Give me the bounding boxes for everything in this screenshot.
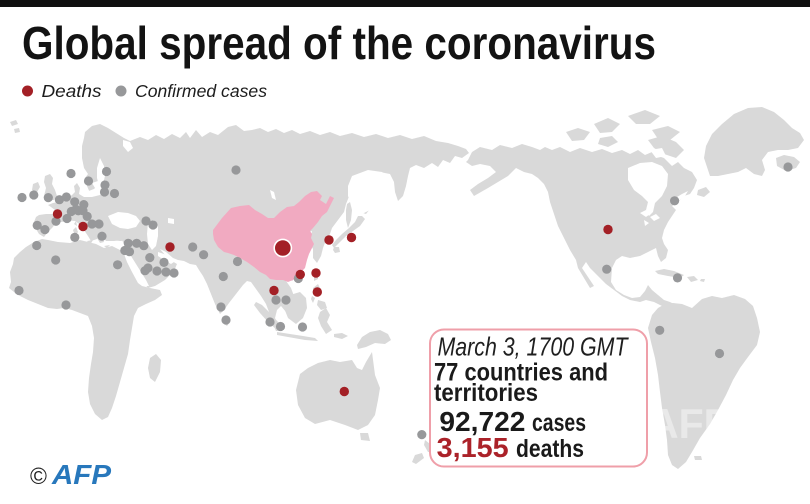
svg-text:deaths: deaths <box>516 435 584 463</box>
svg-text:©: © <box>30 463 47 489</box>
svg-text:territories: territories <box>434 379 538 407</box>
svg-text:Confirmed cases: Confirmed cases <box>135 81 267 101</box>
svg-text:3,155: 3,155 <box>437 432 509 463</box>
svg-text:AFP: AFP <box>51 459 112 490</box>
svg-text:AFP: AFP <box>649 400 731 447</box>
svg-text:March 3, 1700 GMT: March 3, 1700 GMT <box>438 332 630 362</box>
svg-text:92,722: 92,722 <box>439 406 525 437</box>
svg-text:Deaths: Deaths <box>42 81 102 101</box>
svg-text:Global spread of the coronavir: Global spread of the coronavirus <box>22 17 656 69</box>
svg-text:cases: cases <box>532 409 586 437</box>
svg-text:77 countries and: 77 countries and <box>434 358 608 386</box>
